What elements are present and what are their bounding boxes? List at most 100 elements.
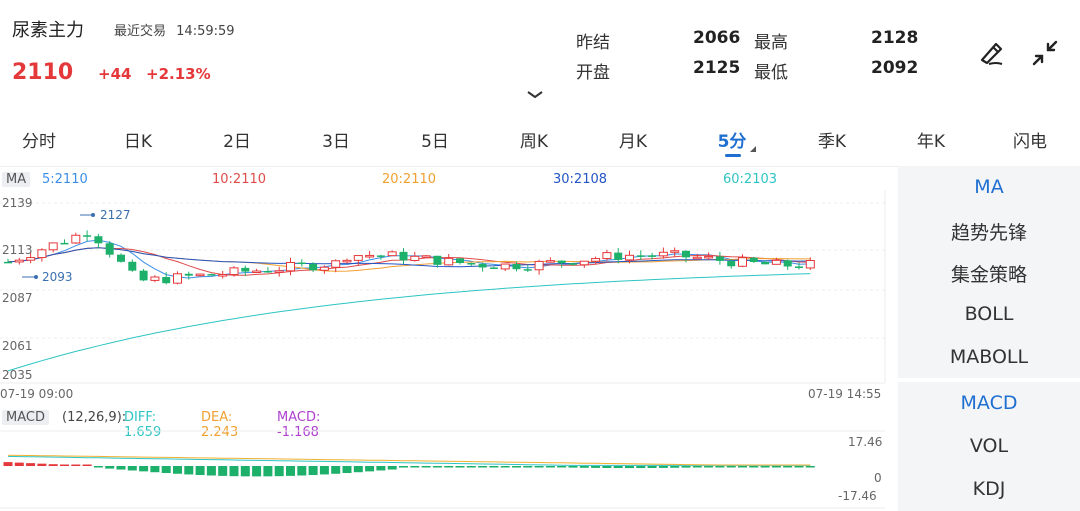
macd-bar <box>320 466 329 474</box>
tab-dropdown-icon[interactable] <box>750 146 756 152</box>
candle-body <box>626 255 634 260</box>
last-trade-info: 最近交易 14:59:59 <box>114 20 235 39</box>
side-item-vol[interactable]: VOL <box>898 435 1080 457</box>
macd-bar <box>682 466 691 468</box>
candle-body <box>648 255 656 257</box>
price-axis: 2139 2113 2087 2061 2035 <box>2 196 33 382</box>
chevron-down-icon[interactable] <box>526 90 544 100</box>
candle-body <box>49 243 57 250</box>
ma60-line <box>8 274 810 371</box>
macd-badge[interactable]: MACD <box>2 410 49 425</box>
price-change-pct: +2.13% <box>146 65 211 83</box>
tab-day-k[interactable]: 日K <box>124 127 152 152</box>
instrument-title: 尿素主力 <box>12 16 84 42</box>
tab-5min[interactable]: 5分 <box>718 127 747 152</box>
tab-2day[interactable]: 2日 <box>223 127 251 152</box>
candle-body <box>162 277 170 283</box>
tab-5day[interactable]: 5日 <box>421 127 449 152</box>
candle-body <box>422 256 430 258</box>
macd-bar <box>365 466 374 471</box>
macd-bar <box>467 466 476 468</box>
candle-body <box>479 264 487 267</box>
macd-bar <box>49 464 58 466</box>
macd-bar <box>94 466 103 468</box>
candle-body <box>61 243 69 245</box>
price-tick: 2035 <box>2 368 33 382</box>
candle-body <box>207 274 215 276</box>
price-tick: 2113 <box>2 243 33 257</box>
ma-badge[interactable]: MA <box>2 172 30 187</box>
macd-bar <box>252 466 261 476</box>
candle-body <box>388 252 396 256</box>
candle-body <box>275 271 283 273</box>
tab-flash[interactable]: 闪电 <box>1013 127 1047 152</box>
candle-body <box>705 256 713 258</box>
macd-bar <box>580 466 589 468</box>
time-axis-start-label: 07-19 09:00 <box>0 387 73 401</box>
macd-bar <box>444 466 453 468</box>
last-trade-time: 14:59:59 <box>176 24 234 39</box>
price-tick: 2061 <box>2 339 33 353</box>
macd-bar <box>569 466 578 468</box>
candle-body <box>354 256 362 261</box>
candle-body <box>558 261 566 264</box>
macd-chart[interactable]: 17.46 0 -17.46 <box>0 430 890 510</box>
candle-body <box>38 250 46 258</box>
open-label: 开盘 <box>576 58 610 83</box>
candles <box>4 230 814 284</box>
macd-bar <box>659 466 668 468</box>
side-item-trend[interactable]: 趋势先锋 <box>898 218 1080 245</box>
macd-bar <box>139 466 148 471</box>
shrink-arrows-icon[interactable] <box>1030 38 1060 68</box>
pen-draw-icon[interactable] <box>976 36 1008 68</box>
macd-bar <box>343 466 352 473</box>
tab-3day[interactable]: 3日 <box>322 127 350 152</box>
high-label: 最高 <box>754 28 788 53</box>
indicator-menu-top: MA 趋势先锋 集金策略 BOLL MABOLL <box>898 166 1080 378</box>
macd-bar <box>523 466 532 468</box>
macd-bar <box>150 466 159 472</box>
macd-bar <box>602 466 611 468</box>
tab-month-k[interactable]: 月K <box>619 127 647 152</box>
side-item-boll[interactable]: BOLL <box>898 303 1080 325</box>
ma5-value: 5:2110 <box>42 172 88 187</box>
candlestick-chart[interactable]: 2127 2093 2139 2113 2087 2061 2035 07-19… <box>0 190 890 385</box>
candle-body <box>524 269 532 271</box>
candle-body <box>15 260 23 262</box>
tab-week-k[interactable]: 周K <box>520 127 548 152</box>
candle-body <box>546 261 554 263</box>
low-value: 2092 <box>871 58 918 78</box>
candle-body <box>716 256 724 260</box>
candle-body <box>739 258 747 267</box>
macd-axis-zero: 0 <box>874 471 882 485</box>
low-annotation: 2093 <box>42 270 73 284</box>
candle-body <box>128 262 136 271</box>
time-axis-end-label: 07-19 14:55 <box>808 387 881 401</box>
macd-bar <box>704 466 713 468</box>
high-annotation: 2127 <box>100 208 131 222</box>
tab-fenshi[interactable]: 分时 <box>22 127 56 152</box>
macd-bar <box>241 466 250 476</box>
side-item-strategy[interactable]: 集金策略 <box>898 260 1080 287</box>
tab-season-k[interactable]: 季K <box>818 127 846 152</box>
macd-bar <box>783 466 792 468</box>
macd-bar <box>230 466 239 476</box>
macd-bar <box>26 463 35 466</box>
side-item-kdj[interactable]: KDJ <box>898 478 1080 500</box>
macd-bar <box>207 466 216 476</box>
macd-bar <box>388 466 397 470</box>
candle-body <box>106 243 114 254</box>
candle-body <box>580 261 588 265</box>
macd-axis-bottom: -17.46 <box>838 489 877 503</box>
candle-body <box>27 258 35 261</box>
candle-body <box>467 263 475 265</box>
macd-bar <box>670 466 679 468</box>
tab-year-k[interactable]: 年K <box>917 127 945 152</box>
grid <box>0 190 885 383</box>
side-item-macd[interactable]: MACD <box>898 392 1080 414</box>
candle-body <box>264 271 272 273</box>
side-item-maboll[interactable]: MABOLL <box>898 346 1080 368</box>
side-item-ma[interactable]: MA <box>898 176 1080 198</box>
last-price: 2110 <box>12 60 73 85</box>
macd-bar <box>37 464 46 466</box>
